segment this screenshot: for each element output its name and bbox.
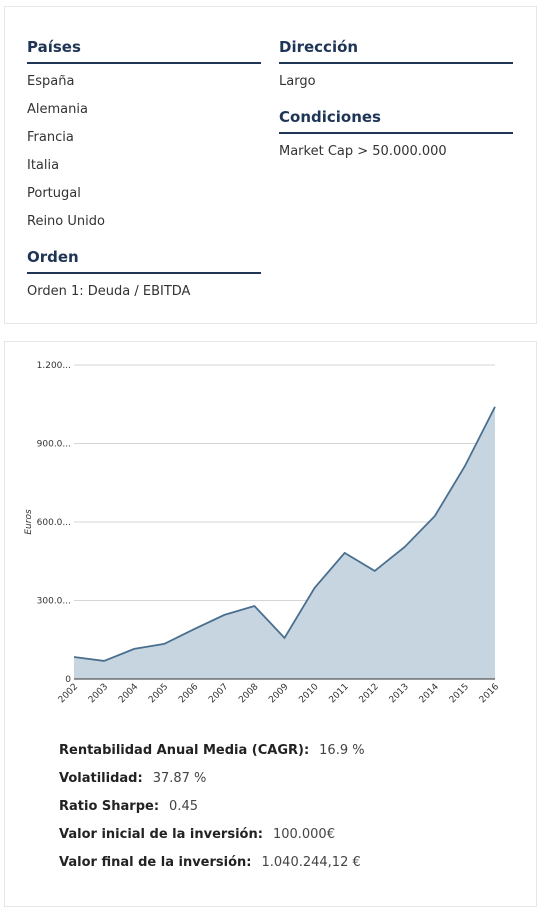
filter-item: Francia — [27, 130, 74, 145]
x-tick-label: 2014 — [418, 682, 441, 705]
filter-items: Orden 1: Deuda / EBITDA — [27, 274, 261, 306]
line — [73, 406, 496, 662]
x-tick-label: 2007 — [207, 682, 230, 705]
y-tick-label: 300.0... — [37, 597, 71, 607]
filter-title: Dirección — [279, 37, 513, 64]
stat-value: 1.040.244,12 € — [261, 855, 361, 870]
filter-title: Países — [27, 37, 261, 64]
filter-group: Orden Orden 1: Deuda / EBITDA — [27, 247, 261, 306]
filter-item: Italia — [27, 158, 60, 173]
stat-row: Valor final de la inversión: 1.040.244,12… — [59, 853, 361, 873]
chart: 0 300.0... 600.0... 900.0... 1.200... Euros 20… — [24, 361, 501, 705]
x-tick-label: 2015 — [448, 682, 471, 705]
stat-label: Valor final de la inversión: — [59, 855, 252, 870]
filter-item: Reino Unido — [27, 214, 105, 229]
filter-item: Largo — [279, 74, 316, 89]
x-tick-label: 2005 — [147, 682, 170, 705]
filter-title: Orden — [27, 247, 261, 274]
x-tick-label: 2003 — [87, 682, 110, 705]
x-tick-label: 2009 — [267, 682, 290, 705]
y-axis-label: Euros — [24, 509, 34, 535]
x-tick-label: 2008 — [237, 682, 260, 705]
x-tick-label: 2010 — [297, 682, 320, 705]
x-tick-label: 2002 — [57, 682, 80, 705]
filter-group: Condiciones Market Cap > 50.000.000 — [279, 107, 513, 166]
y-tick-label: 0 — [65, 675, 71, 685]
filter-items: España Alemania Francia Italia Portugal Reino… — [27, 64, 261, 236]
filter-item: España — [27, 74, 75, 89]
stat-value: 0.45 — [169, 799, 198, 814]
stat-value: 16.9 % — [319, 743, 365, 758]
chart-card: 0 300.0... 600.0... 900.0... 1.200... Euros 20… — [4, 341, 537, 907]
stat-label: Valor inicial de la inversión: — [59, 827, 263, 842]
x-tick-label: 2013 — [388, 682, 411, 705]
stat-value: 100.000€ — [272, 827, 335, 842]
y-tick-label: 600.0... — [37, 518, 71, 528]
filter-item: Portugal — [27, 186, 81, 201]
stat-row: Valor inicial de la inversión: 100.000€ — [59, 825, 335, 845]
filters-card: Países España Alemania Francia Italia Portuga… — [4, 6, 537, 324]
stat-row: Rentabilidad Anual Media (CAGR): 16.9 % — [59, 741, 365, 761]
stat-value: 37.87 % — [152, 771, 207, 786]
y-tick-label: 900.0... — [37, 440, 71, 450]
filter-group: Dirección Largo — [279, 37, 513, 96]
stat-row: Volatilidad: 37.87 % — [59, 769, 206, 789]
stat-label: Volatilidad: — [59, 771, 143, 786]
filter-group: Países España Alemania Francia Italia Portuga… — [27, 37, 261, 236]
filter-items: Market Cap > 50.000.000 — [279, 134, 513, 166]
filter-items: Largo — [279, 64, 513, 96]
x-tick-label: 2004 — [117, 682, 140, 705]
x-tick-label: 2011 — [327, 682, 350, 705]
y-tick-label: 1.200... — [37, 361, 71, 371]
x-tick-label: 2012 — [358, 682, 381, 705]
area — [74, 406, 495, 679]
filter-title: Condiciones — [279, 107, 513, 134]
filter-item: Alemania — [27, 102, 88, 117]
stat-label: Rentabilidad Anual Media (CAGR): — [59, 743, 310, 758]
x-tick-label: 2006 — [177, 682, 200, 705]
x-tick-label: 2016 — [478, 682, 501, 705]
filter-item: Orden 1: Deuda / EBITDA — [27, 284, 191, 299]
stat-row: Ratio Sharpe: 0.45 — [59, 797, 198, 817]
stat-label: Ratio Sharpe: — [59, 799, 160, 814]
filter-item: Market Cap > 50.000.000 — [279, 144, 447, 159]
